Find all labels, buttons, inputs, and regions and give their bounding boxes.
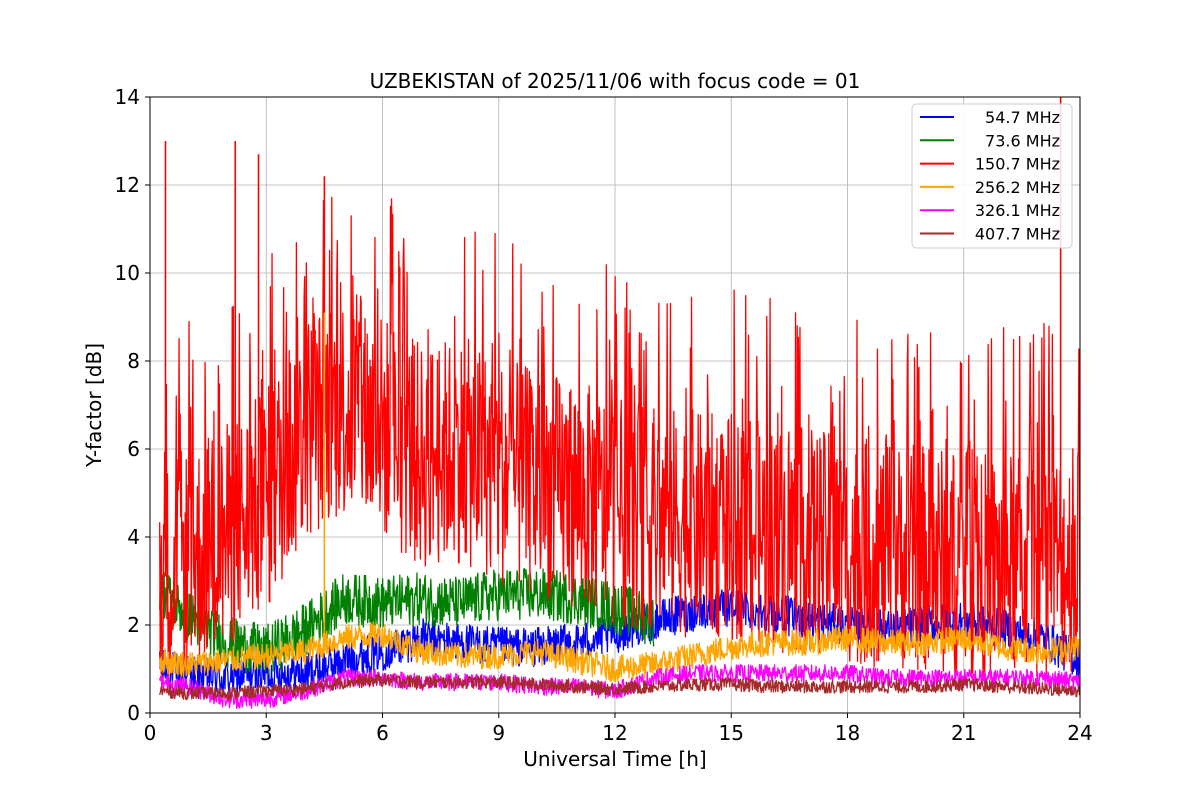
y-tick-label-0: 0 (127, 701, 140, 725)
x-tick-label-7: 21 (951, 721, 976, 745)
y-tick-label-1: 2 (127, 613, 140, 637)
series-line-2 (159, 196, 1080, 693)
y-tick-label-3: 6 (127, 437, 140, 461)
y-axis-title: Y-factor [dB] (82, 343, 106, 468)
x-axis-title: Universal Time [h] (523, 747, 706, 771)
legend-label-5: 407.7 MHz (975, 225, 1060, 244)
x-tick-label-8: 24 (1067, 721, 1092, 745)
x-tick-label-5: 15 (719, 721, 744, 745)
legend-label-3: 256.2 MHz (975, 178, 1060, 197)
chart-title: UZBEKISTAN of 2025/11/06 with focus code… (370, 69, 861, 93)
legend: 54.7 MHz 73.6 MHz 150.7 MHz 256.2 MHz 326.1 … (911, 103, 1073, 249)
series-line-5 (159, 673, 1080, 701)
y-tick-label-4: 8 (127, 349, 140, 373)
legend-label-0: 54.7 MHz (985, 108, 1060, 127)
x-tick-label-4: 12 (602, 721, 627, 745)
y-tick-label-6: 12 (115, 173, 140, 197)
plot-layer (159, 97, 1080, 710)
x-tick-label-0: 0 (144, 721, 157, 745)
x-tick-label-1: 3 (260, 721, 273, 745)
x-tick-label-2: 6 (376, 721, 389, 745)
y-tick-label-7: 14 (115, 85, 140, 109)
series-line-3 (159, 621, 1080, 682)
legend-label-4: 326.1 MHz (975, 201, 1060, 220)
x-tick-label-6: 18 (835, 721, 860, 745)
legend-label-1: 73.6 MHz (985, 131, 1060, 150)
x-tick-label-3: 9 (492, 721, 505, 745)
y-tick-label-5: 10 (115, 261, 140, 285)
legend-label-2: 150.7 MHz (975, 155, 1060, 174)
y-tick-label-2: 4 (127, 525, 140, 549)
